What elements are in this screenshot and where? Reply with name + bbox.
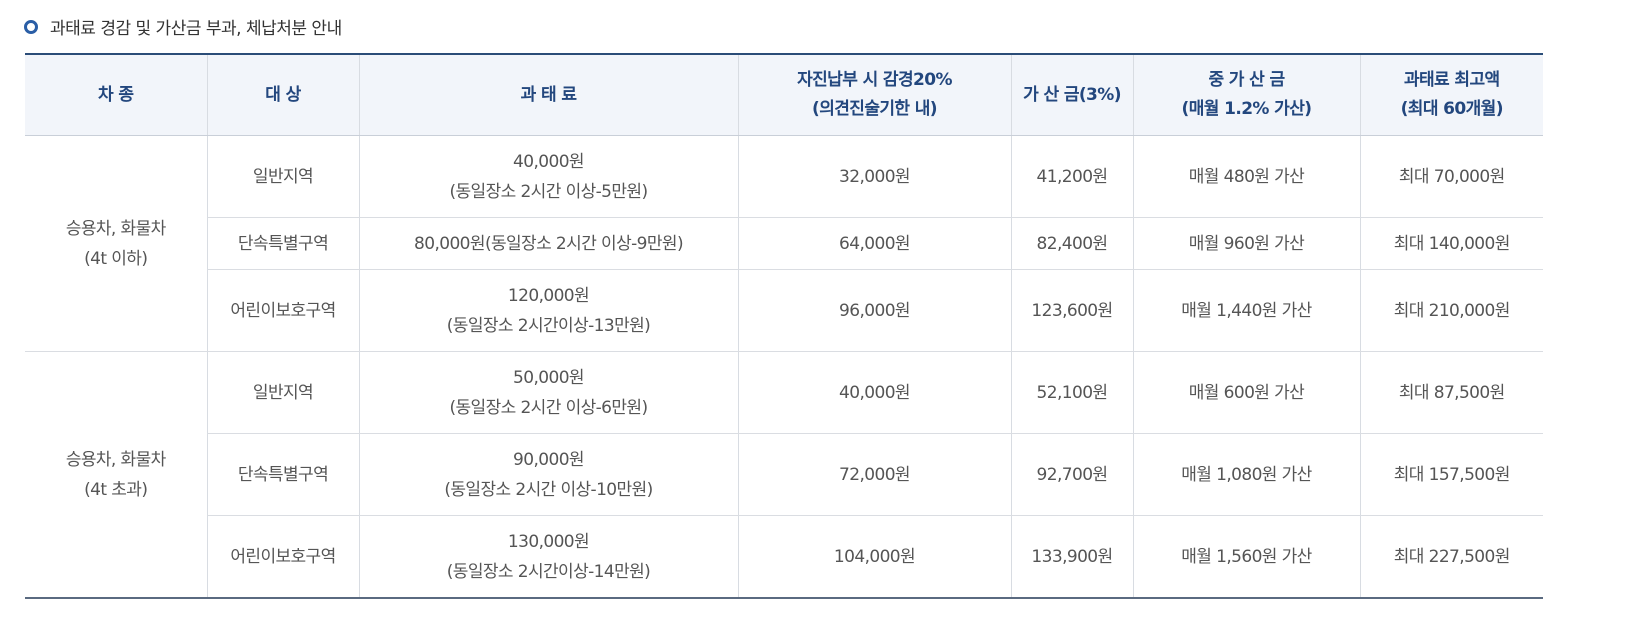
heavy-surcharge-cell: 매월 480원 가산 [1132, 135, 1360, 218]
table-row: 승용차, 화물차 (4t 이하) 일반지역 40,000원 (동일장소 2시간 이상… [25, 135, 1543, 352]
reduced-cell: 104,000원 [737, 515, 1011, 598]
max-fine-cell: 최대 140,000원 [1359, 217, 1543, 270]
target-cell: 단속특별구역 [206, 433, 359, 516]
fine-table: 차 종 대 상 과 태 료 자진납부 시 감경20% (의견진술기한 내) 가 산… [25, 53, 1543, 599]
header-target: 대 상 [206, 54, 359, 136]
max-fine-cell: 최대 87,500원 [1359, 351, 1543, 434]
max-fine-cell: 최대 157,500원 [1359, 433, 1543, 516]
fine-cell: 80,000원(동일장소 2시간 이상-9만원) [358, 217, 738, 270]
heavy-surcharge-cell: 매월 600원 가산 [1132, 351, 1360, 434]
header-surcharge: 가 산 금(3%) [1010, 54, 1133, 136]
header-vehicle-type: 차 종 [25, 54, 207, 136]
heavy-surcharge-cell: 매월 1,080원 가산 [1132, 433, 1360, 516]
surcharge-cell: 41,200원 [1010, 135, 1133, 218]
max-fine-cell: 최대 70,000원 [1359, 135, 1543, 218]
fine-cell: 50,000원 (동일장소 2시간 이상-6만원) [358, 351, 738, 434]
reduced-cell: 32,000원 [737, 135, 1011, 218]
table-header-row: 차 종 대 상 과 태 료 자진납부 시 감경20% (의견진술기한 내) 가 산… [25, 54, 1543, 136]
header-fine: 과 태 료 [358, 54, 738, 136]
surcharge-cell: 82,400원 [1010, 217, 1133, 270]
reduced-cell: 72,000원 [737, 433, 1011, 516]
target-cell: 일반지역 [206, 351, 359, 434]
reduced-cell: 96,000원 [737, 269, 1011, 352]
header-heavy-surcharge: 중 가 산 금 (매월 1.2% 가산) [1132, 54, 1360, 136]
fine-cell: 130,000원 (동일장소 2시간이상-14만원) [358, 515, 738, 598]
target-cell: 어린이보호구역 [206, 269, 359, 352]
table-row: 단속특별구역 90,000원 (동일장소 2시간 이상-10만원) 72,000원… [25, 433, 1543, 516]
max-fine-cell: 최대 210,000원 [1359, 269, 1543, 352]
section-title: 과태료 경감 및 가산금 부과, 체납처분 안내 [50, 19, 342, 39]
reduced-cell: 64,000원 [737, 217, 1011, 270]
surcharge-cell: 92,700원 [1010, 433, 1133, 516]
fine-cell: 90,000원 (동일장소 2시간 이상-10만원) [358, 433, 738, 516]
target-cell: 어린이보호구역 [206, 515, 359, 598]
reduced-cell: 40,000원 [737, 351, 1011, 434]
surcharge-cell: 123,600원 [1010, 269, 1133, 352]
vehicle-type-cell: 승용차, 화물차 (4t 초과) [25, 351, 207, 599]
heavy-surcharge-cell: 매월 1,440원 가산 [1132, 269, 1360, 352]
heavy-surcharge-cell: 매월 1,560원 가산 [1132, 515, 1360, 598]
fine-cell: 40,000원 (동일장소 2시간 이상-5만원) [358, 135, 738, 218]
max-fine-cell: 최대 227,500원 [1359, 515, 1543, 598]
circle-bullet-icon [24, 19, 38, 34]
fine-cell: 120,000원 (동일장소 2시간이상-13만원) [358, 269, 738, 352]
heavy-surcharge-cell: 매월 960원 가산 [1132, 217, 1360, 270]
vehicle-type-cell: 승용차, 화물차 (4t 이하) [25, 135, 207, 352]
surcharge-cell: 133,900원 [1010, 515, 1133, 598]
target-cell: 단속특별구역 [206, 217, 359, 270]
table-row: 어린이보호구역 120,000원 (동일장소 2시간이상-13만원) 96,000… [25, 269, 1543, 352]
table-row: 승용차, 화물차 (4t 초과) 일반지역 50,000원 (동일장소 2시간 이상… [25, 351, 1543, 599]
header-reduced: 자진납부 시 감경20% (의견진술기한 내) [737, 54, 1011, 136]
section-heading: 과태료 경감 및 가산금 부과, 체납처분 안내 [24, 14, 342, 39]
header-max-fine: 과태료 최고액 (최대 60개월) [1359, 54, 1543, 136]
table-row: 단속특별구역 80,000원(동일장소 2시간 이상-9만원) 64,000원 … [25, 217, 1543, 270]
surcharge-cell: 52,100원 [1010, 351, 1133, 434]
target-cell: 일반지역 [206, 135, 359, 218]
table-row: 어린이보호구역 130,000원 (동일장소 2시간이상-14만원) 104,00… [25, 515, 1543, 598]
